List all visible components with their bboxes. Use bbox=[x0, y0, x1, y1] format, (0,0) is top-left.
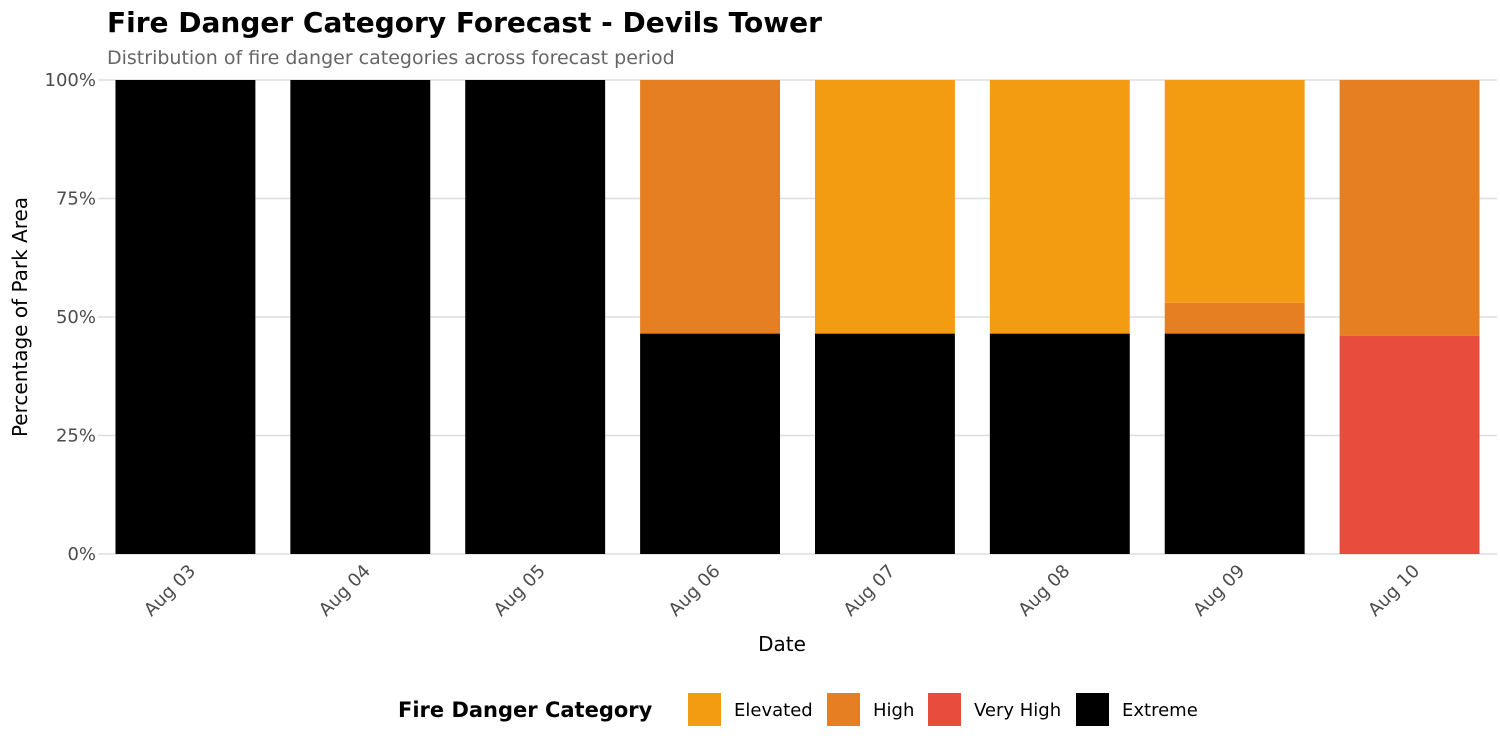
legend-label-high: High bbox=[873, 700, 914, 721]
y-tick-label: 25% bbox=[56, 426, 96, 447]
x-tick-labels: Aug 03 Aug 04 Aug 05 Aug 06 Aug 07 Aug 08 Aug … bbox=[140, 561, 1424, 621]
legend-label-very-high: Very High bbox=[974, 700, 1061, 721]
x-tick-label: Aug 03 bbox=[140, 561, 200, 621]
x-tick-label: Aug 06 bbox=[665, 561, 725, 621]
bar-aug-06-extreme bbox=[640, 333, 781, 554]
y-tick-label: 50% bbox=[56, 307, 96, 328]
y-tick-label: 75% bbox=[56, 189, 96, 210]
legend-swatch-very-high bbox=[928, 693, 961, 726]
x-tick-label: Aug 09 bbox=[1189, 561, 1249, 621]
bar-aug-09-elevated bbox=[1164, 80, 1305, 303]
bar-aug-03-extreme bbox=[115, 80, 256, 554]
bar-aug-07-extreme bbox=[814, 333, 955, 554]
y-tick-label: 100% bbox=[45, 70, 96, 91]
x-axis-title: Date bbox=[758, 632, 806, 656]
bar-aug-10-very-high bbox=[1339, 335, 1480, 554]
legend-swatch-elevated bbox=[688, 693, 721, 726]
bar-aug-05-extreme bbox=[465, 80, 606, 554]
bar-aug-10-high bbox=[1339, 80, 1480, 336]
y-tick-label: 0% bbox=[67, 544, 96, 565]
legend: Fire Danger Category Elevated High Very Hi… bbox=[398, 693, 1198, 726]
x-tick-label: Aug 07 bbox=[840, 561, 900, 621]
y-axis-title: Percentage of Park Area bbox=[8, 197, 32, 437]
legend-swatch-extreme bbox=[1076, 693, 1109, 726]
chart-subtitle: Distribution of fire danger categories a… bbox=[107, 47, 675, 69]
legend-label-extreme: Extreme bbox=[1122, 700, 1198, 721]
legend-swatch-high bbox=[827, 693, 860, 726]
bar-aug-06-high bbox=[640, 80, 781, 334]
bar-aug-09-high bbox=[1164, 302, 1305, 334]
bar-aug-07-elevated bbox=[814, 80, 955, 334]
bar-aug-08-extreme bbox=[989, 333, 1130, 554]
legend-title: Fire Danger Category bbox=[398, 698, 653, 722]
bar-aug-09-extreme bbox=[1164, 333, 1305, 554]
x-tick-label: Aug 05 bbox=[490, 561, 550, 621]
chart-title: Fire Danger Category Forecast - Devils T… bbox=[107, 6, 822, 39]
x-tick-label: Aug 10 bbox=[1364, 561, 1424, 621]
x-tick-label: Aug 08 bbox=[1014, 561, 1074, 621]
y-tick-labels: 0% 25% 50% 75% 100% bbox=[45, 70, 96, 565]
bars bbox=[115, 80, 1480, 554]
legend-label-elevated: Elevated bbox=[734, 700, 813, 721]
bar-aug-08-elevated bbox=[989, 80, 1130, 334]
x-tick-label: Aug 04 bbox=[315, 561, 375, 621]
bar-aug-04-extreme bbox=[290, 80, 431, 554]
